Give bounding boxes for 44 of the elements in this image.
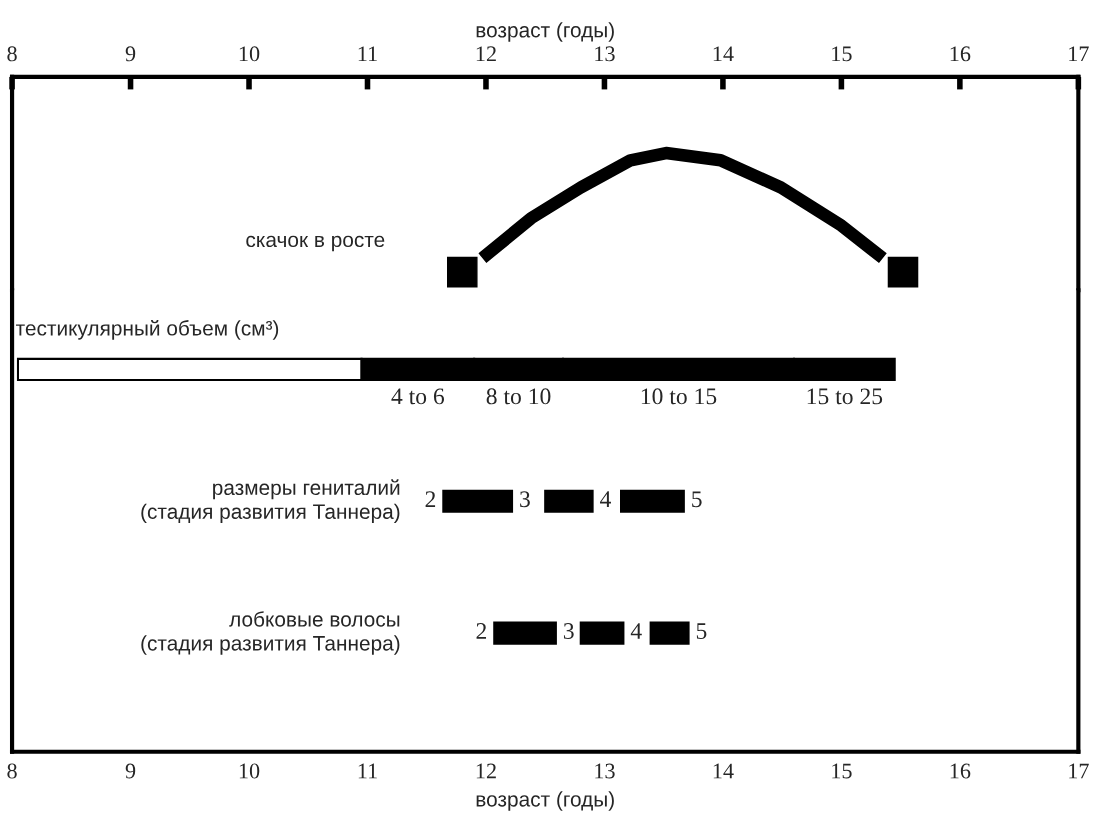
- x-axis-title: возраст (годы): [476, 791, 614, 811]
- x-tick-label: 9: [125, 46, 136, 62]
- bar: [579, 621, 625, 645]
- x-tick-label: 14: [713, 46, 734, 62]
- x-tick-label: 9: [125, 763, 136, 779]
- x-tick-label: 16: [950, 46, 971, 62]
- x-tick-label: 8: [7, 763, 17, 779]
- annotation: 10 to 15: [641, 388, 717, 405]
- bar: [493, 621, 557, 645]
- x-tick-label: 17: [1069, 46, 1089, 62]
- x-tick-label: 15: [832, 46, 852, 62]
- x-tick-label: 10: [239, 763, 260, 779]
- annotation: 4: [600, 491, 611, 507]
- category-label: размеры гениталий (стадия развития Таннера): [141, 479, 400, 524]
- x-tick-label: 8: [7, 46, 17, 62]
- annotation: 3: [520, 491, 530, 508]
- x-tick-label: 12: [476, 46, 496, 62]
- x-tick-label: 17: [1069, 763, 1089, 779]
- annotation: 4 to 6: [391, 388, 445, 405]
- category-label: лобковые волосы (стадия развития Таннера): [141, 611, 400, 655]
- annotation: 5: [692, 491, 702, 508]
- x-axis-title: возраст (годы): [476, 22, 614, 42]
- annotation: 3: [563, 623, 574, 639]
- x-tick-label: 16: [950, 763, 971, 779]
- annotation: 8 to 10: [486, 388, 551, 405]
- x-tick-label: 11: [358, 763, 377, 779]
- category-label: тестикулярный объем (см³): [15, 319, 279, 340]
- bar: [544, 489, 594, 513]
- annotation: 15 to 25: [807, 388, 883, 405]
- annotation: 5: [696, 623, 707, 639]
- annotation: 4: [630, 623, 642, 639]
- bar: [442, 489, 514, 513]
- x-tick-label: 13: [595, 46, 615, 62]
- x-tick-label: 11: [358, 46, 377, 62]
- x-tick-label: 13: [595, 763, 615, 779]
- x-tick-label: 12: [476, 763, 496, 779]
- bar: [619, 489, 685, 513]
- text: скачок в росте: [246, 235, 385, 252]
- bar: [649, 621, 690, 645]
- x-tick-label: 14: [713, 763, 734, 779]
- annotation: 2: [476, 623, 487, 639]
- annotation: 2: [425, 491, 436, 507]
- x-tick-label: 10: [239, 46, 260, 62]
- x-tick-label: 15: [832, 763, 852, 779]
